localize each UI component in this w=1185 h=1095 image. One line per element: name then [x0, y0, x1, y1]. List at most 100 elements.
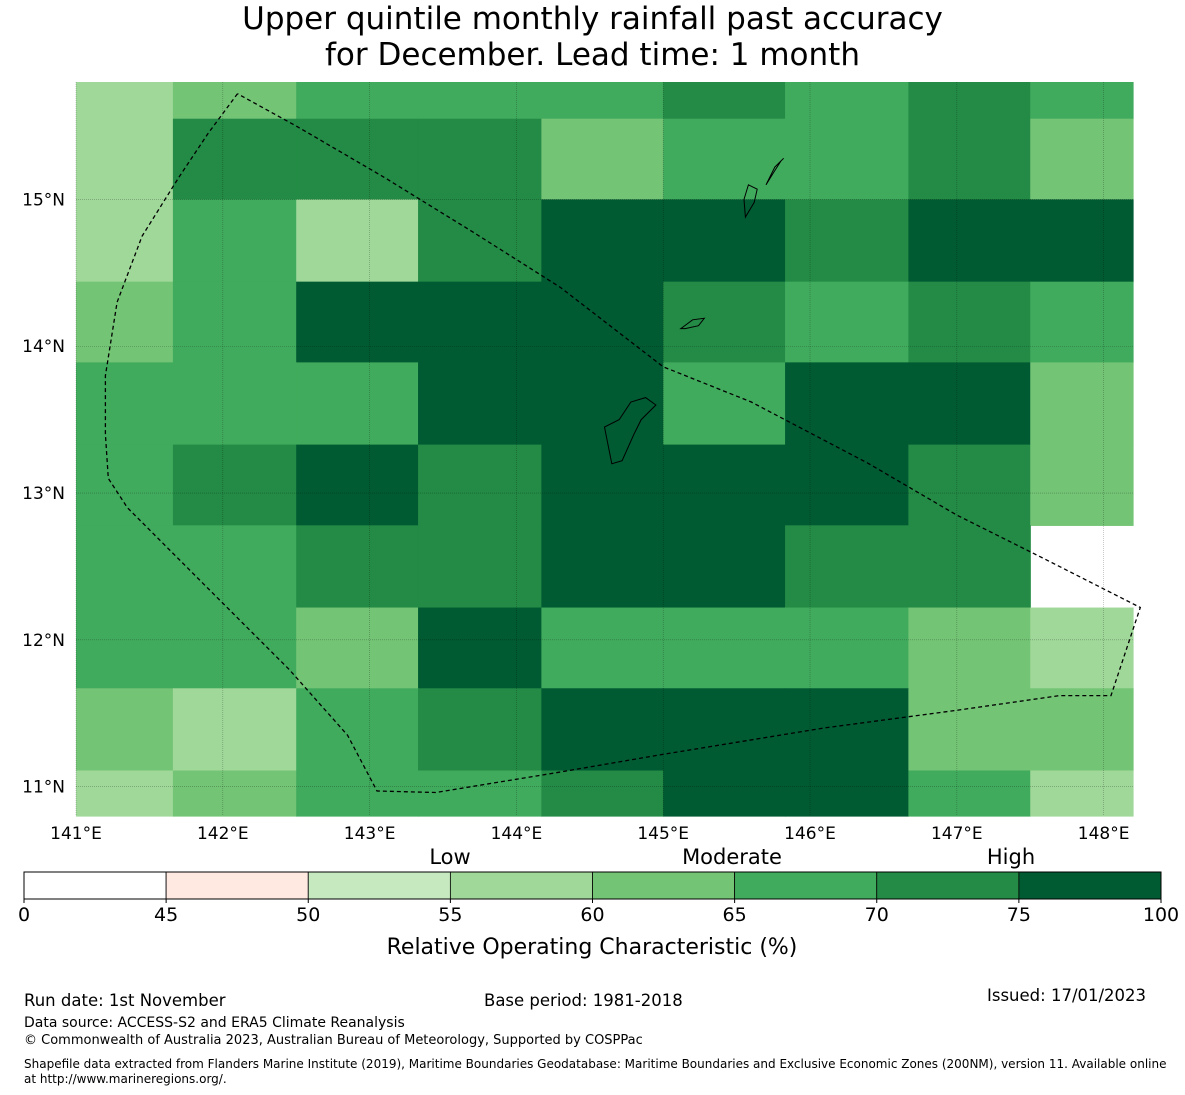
- island-guam: [603, 397, 657, 465]
- lon-tick-label: 144°E: [491, 824, 543, 844]
- grid-cell-r9-c5: [663, 770, 786, 817]
- grid-cell-r5-c2: [296, 444, 419, 526]
- grid-cell-r2-c4: [541, 199, 664, 283]
- grid-cell-r9-c2: [296, 770, 419, 817]
- lon-tick-label: 141°E: [50, 824, 102, 844]
- lat-tick-label: 15°N: [22, 190, 65, 210]
- grid-cell-r4-c8: [1030, 362, 1134, 446]
- grid-cell-r8-c1: [172, 688, 297, 772]
- grid-cell-r5-c0: [76, 444, 174, 526]
- grid-cell-r7-c6: [785, 607, 909, 689]
- grid-cell-r3-c7: [908, 281, 1031, 363]
- grid-cell-r5-c6: [785, 444, 909, 526]
- grid-cell-r3-c5: [663, 281, 786, 363]
- grid-cell-r4-c7: [908, 362, 1031, 446]
- colorbar-tick-label: 60: [580, 904, 604, 926]
- grid-cell-r9-c4: [541, 770, 664, 817]
- grid-cell-r4-c0: [76, 362, 174, 446]
- colorbar-tick-label: 100: [1143, 904, 1179, 926]
- grid-cell-r1-c1: [172, 118, 297, 201]
- colorbar-title: Relative Operating Characteristic (%): [387, 935, 798, 960]
- grid-cell-r8-c6: [785, 688, 909, 772]
- grid-cell-r7-c8: [1030, 607, 1134, 689]
- colorbar-tick-label: 55: [438, 904, 462, 926]
- grid-cell-r6-c1: [172, 525, 297, 609]
- grid-cell-r4-c2: [296, 362, 419, 446]
- lon-tick-label: 147°E: [931, 824, 983, 844]
- grid-cell-r2-c5: [663, 199, 786, 283]
- grid-cell-r8-c3: [418, 688, 542, 772]
- grid-cell-r9-c7: [908, 770, 1031, 817]
- grid-cell-r2-c3: [418, 199, 542, 283]
- colorbar-swatch: [592, 871, 736, 900]
- base-period-text: Base period: 1981-2018: [484, 991, 683, 1010]
- colorbar-legend: 0 45 50 55 60 65 70 75 100 Low Moderate High Relativ…: [18, 845, 1179, 960]
- grid-cell-r2-c0: [76, 199, 174, 283]
- grid-cell-r2-c7: [908, 199, 1031, 283]
- colorbar-swatch: [307, 871, 451, 900]
- grid-cell-r0-c8: [1030, 82, 1134, 120]
- grid-cell-r6-c3: [418, 525, 542, 609]
- eez-boundary-line: [104, 93, 1142, 794]
- colorbar-swatch: [449, 871, 593, 900]
- grid-cell-r4-c3: [418, 362, 542, 446]
- grid-cell-r0-c0: [76, 82, 174, 120]
- grid-cell-r8-c4: [541, 688, 664, 772]
- grid-cell-r1-c8: [1030, 118, 1134, 201]
- grid-cell-r1-c7: [908, 118, 1031, 201]
- grid-cell-r0-c4: [541, 82, 664, 120]
- grid-cell-r7-c5: [663, 607, 786, 689]
- grid-cell-r8-c0: [76, 688, 174, 772]
- eez-boundary: [104, 93, 1142, 794]
- grid-cell-r2-c2: [296, 199, 419, 283]
- grid-cell-r3-c3: [418, 281, 542, 363]
- issued-date-text: Issued: 17/01/2023: [987, 986, 1147, 1005]
- grid-cell-r6-c2: [296, 525, 419, 609]
- axis-tick-labels: 141°E 142°E 143°E 144°E 145°E 146°E 147°E 148°E…: [22, 190, 1129, 844]
- colorbar-tick-label: 70: [865, 904, 889, 926]
- colorbar-tick-label: 75: [1007, 904, 1031, 926]
- colorbar-swatch: [734, 871, 878, 900]
- category-label-moderate: Moderate: [682, 845, 782, 869]
- grid-cell-r2-c1: [172, 199, 297, 283]
- grid-cell-r7-c7: [908, 607, 1031, 689]
- grid-cell-r6-c4: [541, 525, 664, 609]
- grid-cell-r7-c1: [172, 607, 297, 689]
- grid-cell-r7-c3: [418, 607, 542, 689]
- map-title-line-1: Upper quintile monthly rainfall past acc…: [242, 1, 943, 37]
- grid-cell-r9-c0: [76, 770, 174, 817]
- lat-tick-label: 13°N: [22, 484, 65, 504]
- grid-cell-r6-c5: [663, 525, 786, 609]
- island-outlines: [603, 157, 784, 465]
- grid-cell-r5-c4: [541, 444, 664, 526]
- category-label-low: Low: [429, 845, 470, 869]
- data-source-text: Data source: ACCESS-S2 and ERA5 Climate …: [24, 1015, 405, 1031]
- grid-cell-r8-c7: [908, 688, 1031, 772]
- grid-cell-r4-c1: [172, 362, 297, 446]
- roc-grid-cells: [76, 82, 1134, 817]
- category-label-high: High: [987, 845, 1035, 869]
- shapefile-credit-text: Shapefile data extracted from Flanders M…: [24, 1057, 1167, 1086]
- grid-cell-r5-c5: [663, 444, 786, 526]
- grid-cell-r4-c4: [541, 362, 664, 446]
- grid-cell-r5-c8: [1030, 444, 1134, 526]
- grid-cell-r0-c3: [418, 82, 542, 120]
- grid-cell-r5-c1: [172, 444, 297, 526]
- grid-cell-r3-c8: [1030, 281, 1134, 363]
- colorbar-tick-label: 65: [723, 904, 747, 926]
- map-title-line-2: for December. Lead time: 1 month: [325, 37, 860, 73]
- grid-cell-r2-c8: [1030, 199, 1134, 283]
- grid-cell-r3-c0: [76, 281, 174, 363]
- colorbar-tick-label: 0: [18, 904, 30, 926]
- grid-cell-r6-c7: [908, 525, 1031, 609]
- grid-cell-r3-c6: [785, 281, 909, 363]
- grid-cell-r3-c4: [541, 281, 664, 363]
- grid-cell-r1-c5: [663, 118, 786, 201]
- graticule-lines: [75, 82, 1133, 816]
- grid-cell-r3-c2: [296, 281, 419, 363]
- lon-tick-label: 146°E: [784, 824, 836, 844]
- grid-cell-r4-c5: [663, 362, 786, 446]
- grid-cell-r1-c6: [785, 118, 909, 201]
- lon-tick-label: 145°E: [637, 824, 689, 844]
- grid-cell-r1-c3: [418, 118, 542, 201]
